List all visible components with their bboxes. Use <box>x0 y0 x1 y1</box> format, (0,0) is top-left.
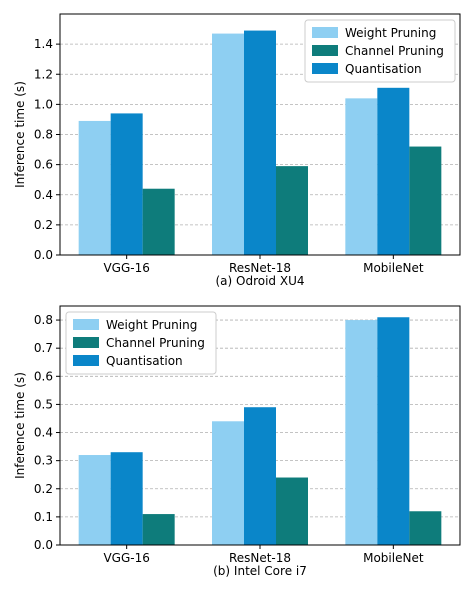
y-tick-label: 0.6 <box>34 158 53 172</box>
bar-channel-pruning-resnet-18 <box>276 166 308 255</box>
legend-label: Channel Pruning <box>345 44 444 58</box>
legend-label: Quantisation <box>106 354 183 368</box>
bar-channel-pruning-vgg-16 <box>142 188 175 255</box>
y-tick-label: 0.1 <box>34 510 53 524</box>
legend-swatch-channel-pruning <box>312 45 338 56</box>
y-tick-label: 0.0 <box>34 538 53 552</box>
y-tick-label: 1.2 <box>34 67 53 81</box>
bar-quantisation-resnet-18 <box>244 407 276 545</box>
legend-label: Weight Pruning <box>345 26 436 40</box>
bar-channel-pruning-resnet-18 <box>276 477 308 545</box>
legend-label: Quantisation <box>345 62 422 76</box>
bar-quantisation-mobilenet <box>377 87 410 256</box>
y-tick-label: 1.4 <box>34 37 53 51</box>
y-tick-label: 0.0 <box>34 248 53 262</box>
y-tick-label: 0.4 <box>34 188 53 202</box>
y-tick-label: 0.6 <box>34 369 53 383</box>
legend-label: Weight Pruning <box>106 318 197 332</box>
y-tick-label: 0.2 <box>34 218 53 232</box>
y-tick-label: 1.0 <box>34 97 53 111</box>
legend-box <box>65 311 217 375</box>
bar-channel-pruning-mobilenet <box>409 511 442 545</box>
legend-swatch-channel-pruning <box>73 337 99 348</box>
legend-box <box>304 19 456 83</box>
y-tick-label: 0.5 <box>34 397 53 411</box>
x-category-label: MobileNet <box>363 261 424 275</box>
legend: Weight Pruning Channel Pruning Quantisatio… <box>304 19 456 83</box>
x-category-label: ResNet-18 <box>229 551 291 565</box>
legend-swatch-quantisation <box>73 355 99 366</box>
y-axis-label: Inference time (s) <box>13 372 27 479</box>
x-category-label: MobileNet <box>363 551 424 565</box>
bar-weight-pruning-vgg-16 <box>78 455 111 545</box>
bar-weight-pruning-vgg-16 <box>78 120 111 255</box>
x-category-label: ResNet-18 <box>229 261 291 275</box>
y-tick-label: 0.8 <box>34 128 53 142</box>
panel-caption: (a) Odroid XU4 <box>215 274 304 288</box>
x-category-label: VGG-16 <box>103 261 149 275</box>
x-category-label: VGG-16 <box>103 551 149 565</box>
legend-label: Channel Pruning <box>106 336 205 350</box>
bar-weight-pruning-mobilenet <box>345 320 378 545</box>
bar-quantisation-resnet-18 <box>244 30 276 255</box>
bar-quantisation-vgg-16 <box>110 113 143 255</box>
bar-channel-pruning-vgg-16 <box>142 514 175 545</box>
y-tick-label: 0.7 <box>34 341 53 355</box>
panel-caption: (b) Intel Core i7 <box>213 564 307 578</box>
legend: Weight Pruning Channel Pruning Quantisatio… <box>65 311 217 375</box>
y-tick-label: 0.4 <box>34 426 53 440</box>
bar-quantisation-mobilenet <box>377 317 410 545</box>
chart-panel-b: 0.0 0.1 0.2 0.3 0.4 0.5 0.6 0.7 0.8 VGG-16 ResNet-… <box>13 305 461 578</box>
bar-quantisation-vgg-16 <box>110 452 143 545</box>
legend-swatch-weight-pruning <box>312 27 338 38</box>
bar-weight-pruning-mobilenet <box>345 98 378 255</box>
y-tick-label: 0.8 <box>34 313 53 327</box>
bar-weight-pruning-resnet-18 <box>212 33 244 255</box>
bar-channel-pruning-mobilenet <box>409 146 442 255</box>
bar-weight-pruning-resnet-18 <box>212 421 244 545</box>
legend-swatch-weight-pruning <box>73 319 99 330</box>
legend-swatch-quantisation <box>312 63 338 74</box>
y-axis-label: Inference time (s) <box>13 81 27 188</box>
chart-panel-a: 0.0 0.2 0.4 0.6 0.8 1.0 1.2 1.4 VGG-16 ResNet-18 M… <box>13 13 461 288</box>
y-tick-label: 0.2 <box>34 482 53 496</box>
y-tick-label: 0.3 <box>34 454 53 468</box>
